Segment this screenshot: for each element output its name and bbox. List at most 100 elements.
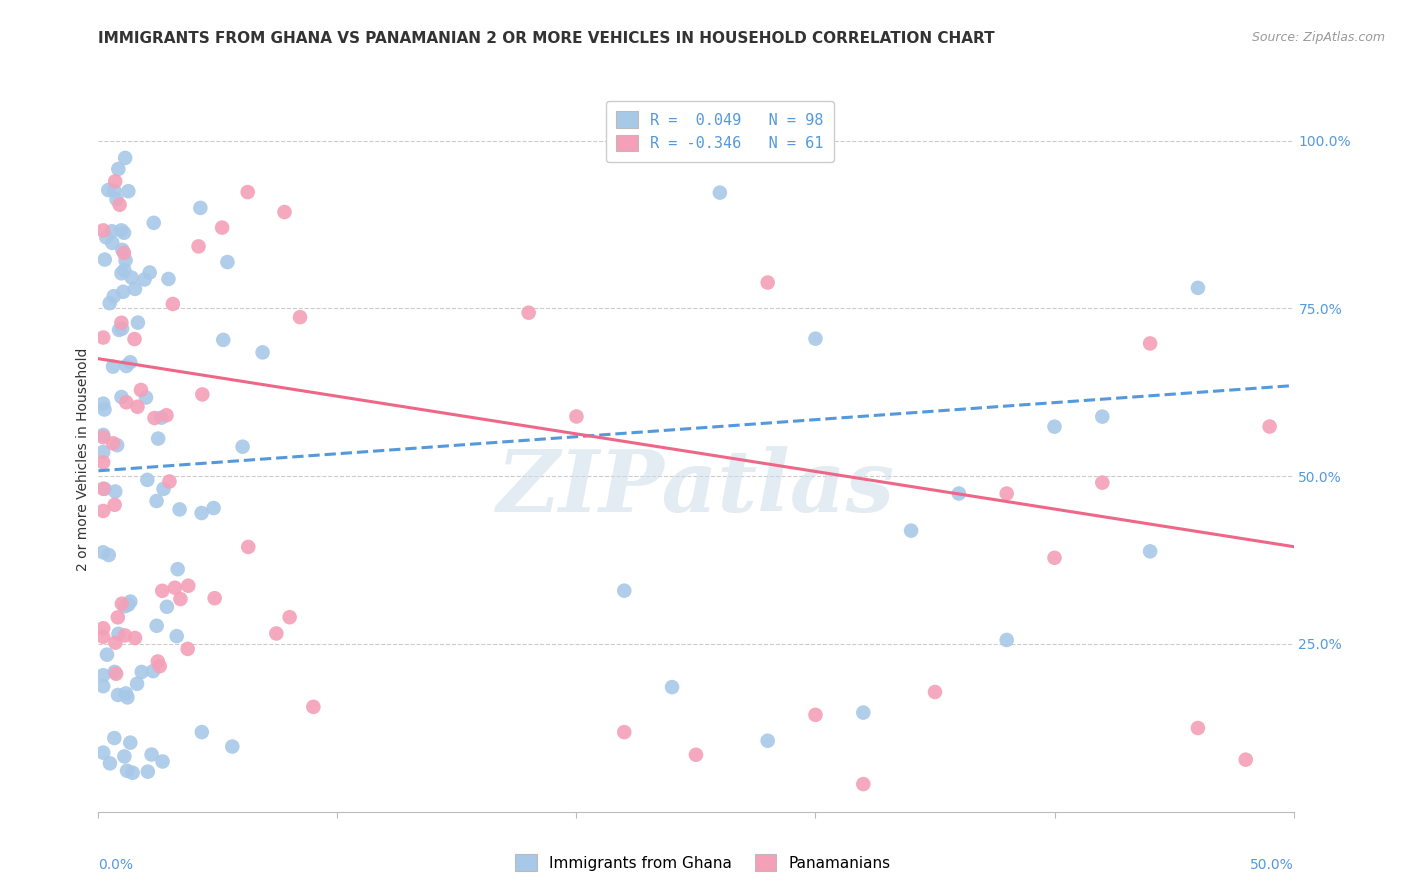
Point bbox=[211, 220, 233, 235]
Point bbox=[188, 201, 211, 215]
Point bbox=[163, 581, 186, 595]
Point bbox=[924, 685, 946, 699]
Point bbox=[103, 289, 125, 303]
Point bbox=[278, 610, 301, 624]
Point bbox=[141, 747, 163, 762]
Point bbox=[125, 677, 148, 691]
Point bbox=[145, 494, 167, 508]
Point bbox=[204, 591, 226, 606]
Point bbox=[155, 409, 177, 423]
Point bbox=[146, 432, 169, 446]
Point bbox=[273, 205, 295, 219]
Point bbox=[110, 266, 132, 280]
Point bbox=[91, 455, 114, 469]
Point bbox=[852, 706, 875, 720]
Point bbox=[117, 598, 139, 612]
Legend: Immigrants from Ghana, Panamanians: Immigrants from Ghana, Panamanians bbox=[506, 845, 900, 880]
Point bbox=[131, 665, 153, 679]
Point bbox=[150, 583, 173, 598]
Point bbox=[900, 524, 922, 538]
Point bbox=[1187, 281, 1209, 295]
Point bbox=[93, 402, 115, 417]
Point bbox=[103, 184, 125, 198]
Point bbox=[91, 430, 114, 444]
Point bbox=[804, 707, 827, 722]
Point bbox=[114, 253, 136, 268]
Point bbox=[121, 270, 143, 285]
Point bbox=[120, 594, 142, 608]
Point bbox=[115, 395, 138, 409]
Point bbox=[107, 688, 129, 702]
Point bbox=[112, 263, 135, 277]
Point bbox=[150, 410, 173, 425]
Point bbox=[134, 272, 156, 286]
Point bbox=[143, 411, 166, 425]
Point bbox=[995, 632, 1018, 647]
Point bbox=[1139, 336, 1161, 351]
Point bbox=[105, 666, 128, 681]
Point bbox=[202, 501, 225, 516]
Point bbox=[105, 438, 128, 452]
Point bbox=[1091, 475, 1114, 490]
Point bbox=[110, 223, 132, 237]
Text: 0.0%: 0.0% bbox=[98, 857, 134, 871]
Point bbox=[115, 764, 138, 778]
Point bbox=[162, 297, 184, 311]
Point bbox=[107, 161, 129, 176]
Point bbox=[111, 243, 134, 257]
Point bbox=[252, 345, 274, 359]
Point bbox=[661, 680, 683, 694]
Point bbox=[98, 296, 121, 310]
Point bbox=[112, 285, 135, 299]
Point bbox=[613, 725, 636, 739]
Point bbox=[142, 664, 165, 678]
Point bbox=[288, 310, 311, 325]
Point bbox=[756, 733, 779, 747]
Point bbox=[152, 482, 174, 496]
Point bbox=[115, 686, 138, 700]
Point bbox=[149, 659, 172, 673]
Point bbox=[142, 216, 165, 230]
Point bbox=[217, 255, 239, 269]
Point bbox=[129, 383, 152, 397]
Legend: R =  0.049   N = 98, R = -0.346   N = 61: R = 0.049 N = 98, R = -0.346 N = 61 bbox=[606, 101, 834, 162]
Point bbox=[117, 184, 139, 198]
Point bbox=[613, 583, 636, 598]
Point bbox=[91, 621, 114, 635]
Point bbox=[127, 316, 149, 330]
Text: ZIPatlas: ZIPatlas bbox=[496, 446, 896, 529]
Point bbox=[101, 224, 124, 238]
Point bbox=[120, 736, 142, 750]
Point bbox=[91, 482, 114, 496]
Point bbox=[156, 599, 179, 614]
Point bbox=[104, 484, 127, 499]
Point bbox=[166, 629, 188, 643]
Point bbox=[266, 626, 288, 640]
Point bbox=[1234, 753, 1257, 767]
Point bbox=[94, 252, 117, 267]
Point bbox=[91, 545, 114, 559]
Point bbox=[187, 239, 209, 253]
Point bbox=[236, 185, 259, 199]
Point bbox=[91, 330, 114, 344]
Y-axis label: 2 or more Vehicles in Household: 2 or more Vehicles in Household bbox=[76, 348, 90, 571]
Point bbox=[212, 333, 235, 347]
Point bbox=[565, 409, 588, 424]
Point bbox=[1091, 409, 1114, 424]
Point bbox=[146, 655, 169, 669]
Point bbox=[107, 627, 129, 641]
Point bbox=[190, 506, 212, 520]
Point bbox=[104, 498, 127, 512]
Point bbox=[124, 332, 146, 346]
Point bbox=[91, 668, 114, 682]
Point bbox=[238, 540, 260, 554]
Text: 50.0%: 50.0% bbox=[1250, 857, 1294, 871]
Point bbox=[804, 332, 827, 346]
Point bbox=[97, 548, 120, 562]
Point bbox=[177, 579, 200, 593]
Point bbox=[124, 282, 146, 296]
Point bbox=[112, 226, 135, 240]
Point bbox=[136, 473, 159, 487]
Point bbox=[120, 355, 142, 369]
Point bbox=[169, 592, 191, 607]
